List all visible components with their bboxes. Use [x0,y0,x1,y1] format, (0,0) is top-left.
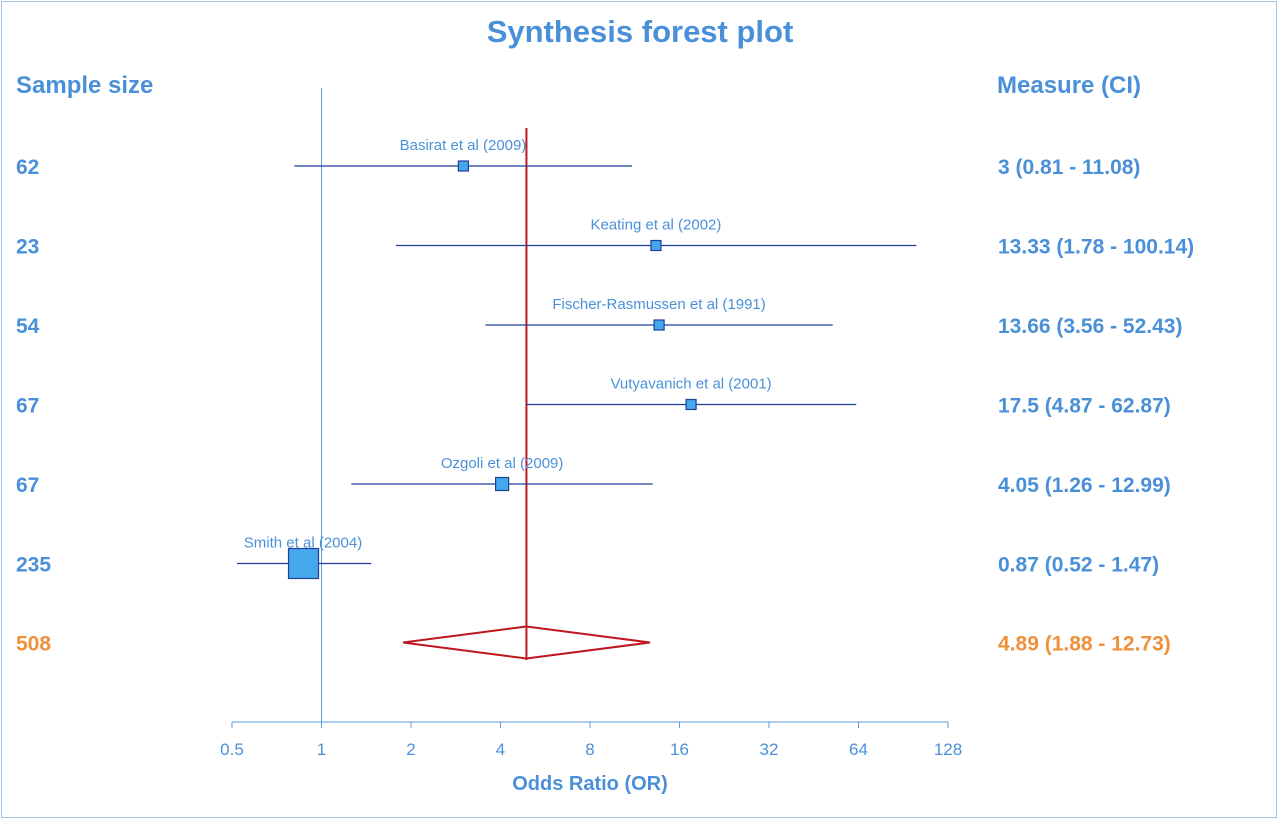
x-tick-label: 0.5 [220,740,244,759]
measure-ci-header: Measure (CI) [997,72,1142,99]
study-label: Vutyavanich et al (2001) [610,376,771,393]
study-label: Keating et al (2002) [590,217,721,234]
study-marker [650,239,662,252]
pooled-sample-size: 508 [16,633,51,656]
measure-ci: 13.66 (3.56 - 52.43) [998,315,1182,338]
pooled-diamond [402,625,651,660]
sample-size: 23 [16,236,39,259]
study-label: Smith et al (2004) [244,535,362,552]
sample-size: 54 [16,315,40,338]
x-tick-label: 32 [760,740,779,759]
study-label: Ozgoli et al (2009) [441,455,564,472]
sample-size: 235 [16,554,51,577]
sample-size-header: Sample size [16,72,154,99]
study-marker [653,319,665,331]
x-tick-label: 4 [496,740,505,759]
study-marker [287,547,320,580]
x-tick-label: 8 [585,740,594,759]
x-axis-label: Odds Ratio (OR) [512,773,668,795]
measure-ci: 3 (0.81 - 11.08) [998,156,1140,179]
pooled-measure-ci: 4.89 (1.88 - 12.73) [998,633,1171,656]
measure-ci: 17.5 (4.87 - 62.87) [998,395,1171,418]
measure-ci: 0.87 (0.52 - 1.47) [998,554,1159,577]
measure-ci: 4.05 (1.26 - 12.99) [998,474,1171,497]
x-tick-label: 1 [317,740,326,759]
x-tick-label: 16 [670,740,689,759]
x-tick-label: 2 [406,740,415,759]
study-marker [495,476,510,492]
study-marker [457,160,469,172]
chart-title: Synthesis forest plot [486,14,794,49]
sample-size: 67 [16,395,39,418]
sample-size: 67 [16,474,39,497]
x-tick-label: 64 [849,740,868,759]
x-tick-label: 128 [934,740,962,759]
study-label: Fischer-Rasmussen et al (1991) [552,296,765,313]
measure-ci: 13.33 (1.78 - 100.14) [998,236,1194,259]
study-label: Basirat et al (2009) [400,137,527,154]
sample-size: 62 [16,156,39,179]
study-marker [685,398,697,411]
